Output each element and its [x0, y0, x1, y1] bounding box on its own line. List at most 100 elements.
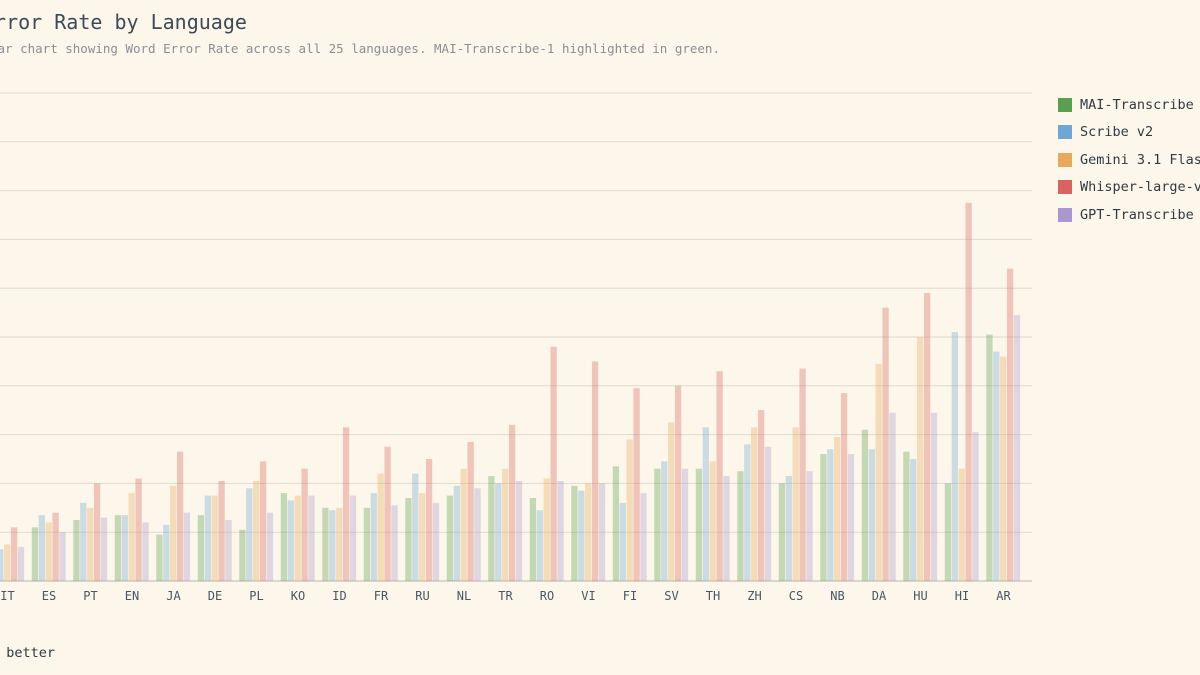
bar-it-whisper-large-v3[interactable] [10, 527, 18, 581]
bar-th-scribe-v2[interactable] [702, 427, 709, 581]
bar-ar-gpt-transcribe[interactable] [1013, 315, 1021, 581]
bar-ru-scribe-v2[interactable] [412, 473, 419, 581]
bar-sv-mai-transcribe[interactable] [654, 468, 661, 581]
bar-pt-mai-transcribe[interactable] [73, 520, 80, 581]
bar-ar-mai-transcribe[interactable] [986, 334, 993, 581]
bar-hi-whisper-large-v3[interactable] [965, 202, 972, 582]
bar-de-mai-transcribe[interactable] [197, 515, 205, 581]
bar-ru-mai-transcribe[interactable] [405, 498, 412, 581]
bar-en-gpt-transcribe[interactable] [142, 522, 149, 581]
bar-it-scribe-v2[interactable] [0, 549, 4, 581]
bar-fr-gpt-transcribe[interactable] [391, 505, 398, 581]
bar-de-gemini-3-1-flash[interactable] [211, 495, 218, 581]
bar-tr-gpt-transcribe[interactable] [515, 480, 523, 581]
bar-fi-scribe-v2[interactable] [619, 502, 626, 581]
bar-hi-scribe-v2[interactable] [951, 332, 958, 581]
bar-fr-scribe-v2[interactable] [370, 493, 377, 581]
bar-pl-mai-transcribe[interactable] [239, 529, 246, 581]
bar-fr-gemini-3-1-flash[interactable] [377, 473, 384, 581]
bar-da-scribe-v2[interactable] [868, 449, 875, 581]
bar-ja-scribe-v2[interactable] [163, 524, 170, 581]
bar-cs-scribe-v2[interactable] [785, 476, 792, 581]
bar-fi-gpt-transcribe[interactable] [640, 493, 647, 581]
bar-nb-gemini-3-1-flash[interactable] [834, 437, 841, 581]
bar-nb-scribe-v2[interactable] [827, 449, 834, 581]
bar-ar-whisper-large-v3[interactable] [1006, 268, 1014, 581]
bar-da-whisper-large-v3[interactable] [882, 307, 889, 581]
bar-fr-mai-transcribe[interactable] [363, 507, 371, 581]
bar-vi-mai-transcribe[interactable] [571, 485, 578, 581]
bar-pt-gemini-3-1-flash[interactable] [87, 507, 94, 581]
bar-da-gemini-3-1-flash[interactable] [875, 363, 882, 581]
bar-tr-gemini-3-1-flash[interactable] [502, 468, 509, 581]
bar-cs-gpt-transcribe[interactable] [806, 471, 813, 581]
bar-ru-gpt-transcribe[interactable] [432, 502, 440, 581]
bar-hu-gemini-3-1-flash[interactable] [917, 337, 924, 581]
bar-fi-whisper-large-v3[interactable] [633, 388, 640, 581]
bar-es-gemini-3-1-flash[interactable] [45, 522, 52, 581]
bar-ar-scribe-v2[interactable] [993, 351, 1000, 581]
bar-en-whisper-large-v3[interactable] [135, 478, 142, 581]
bar-th-mai-transcribe[interactable] [695, 468, 703, 581]
bar-it-gemini-3-1-flash[interactable] [4, 544, 11, 581]
bar-vi-whisper-large-v3[interactable] [591, 361, 599, 581]
bar-vi-gpt-transcribe[interactable] [598, 483, 606, 581]
bar-ro-mai-transcribe[interactable] [529, 498, 537, 581]
bar-tr-scribe-v2[interactable] [495, 483, 502, 581]
bar-nb-gpt-transcribe[interactable] [847, 454, 855, 581]
bar-zh-whisper-large-v3[interactable] [757, 410, 765, 581]
bar-da-mai-transcribe[interactable] [861, 429, 869, 581]
bar-ja-whisper-large-v3[interactable] [176, 451, 184, 581]
bar-pt-scribe-v2[interactable] [80, 502, 87, 581]
bar-nl-gpt-transcribe[interactable] [474, 488, 481, 581]
legend-item[interactable]: Scribe v2 [1058, 119, 1200, 147]
legend-item[interactable]: Gemini 3.1 Flash [1058, 146, 1200, 174]
bar-hi-gpt-transcribe[interactable] [972, 432, 979, 581]
bar-id-whisper-large-v3[interactable] [342, 427, 350, 581]
bar-tr-mai-transcribe[interactable] [488, 476, 495, 581]
bar-nl-gemini-3-1-flash[interactable] [460, 468, 467, 581]
bar-vi-scribe-v2[interactable] [578, 490, 585, 581]
bar-ko-mai-transcribe[interactable] [280, 493, 288, 581]
bar-hu-gpt-transcribe[interactable] [930, 412, 938, 581]
bar-ja-gpt-transcribe[interactable] [183, 512, 191, 581]
bar-id-gemini-3-1-flash[interactable] [336, 507, 343, 581]
bar-ja-gemini-3-1-flash[interactable] [170, 485, 177, 581]
bar-da-gpt-transcribe[interactable] [889, 412, 896, 581]
bar-de-gpt-transcribe[interactable] [225, 520, 232, 581]
bar-hu-whisper-large-v3[interactable] [923, 293, 931, 581]
bar-id-mai-transcribe[interactable] [322, 507, 329, 581]
bar-ro-scribe-v2[interactable] [536, 510, 543, 581]
bar-vi-gemini-3-1-flash[interactable] [585, 483, 592, 581]
bar-it-gpt-transcribe[interactable] [17, 546, 25, 581]
bar-de-whisper-large-v3[interactable] [218, 480, 225, 581]
bar-cs-whisper-large-v3[interactable] [799, 368, 806, 581]
bar-ro-whisper-large-v3[interactable] [550, 346, 557, 581]
bar-nl-scribe-v2[interactable] [453, 485, 460, 581]
bar-pl-whisper-large-v3[interactable] [259, 461, 267, 581]
bar-en-scribe-v2[interactable] [121, 515, 128, 581]
bar-ko-gemini-3-1-flash[interactable] [294, 495, 301, 581]
bar-ru-whisper-large-v3[interactable] [425, 459, 433, 581]
bar-pt-whisper-large-v3[interactable] [93, 483, 101, 581]
bar-nl-mai-transcribe[interactable] [446, 495, 454, 581]
bar-nl-whisper-large-v3[interactable] [467, 441, 474, 581]
bar-es-gpt-transcribe[interactable] [59, 532, 66, 581]
bar-ko-whisper-large-v3[interactable] [301, 468, 308, 581]
bar-es-scribe-v2[interactable] [38, 515, 45, 581]
bar-sv-gemini-3-1-flash[interactable] [668, 422, 675, 581]
bar-en-gemini-3-1-flash[interactable] [128, 493, 135, 581]
bar-id-gpt-transcribe[interactable] [349, 495, 357, 581]
bar-cs-gemini-3-1-flash[interactable] [792, 427, 799, 581]
bar-nb-whisper-large-v3[interactable] [840, 393, 848, 581]
bar-hu-scribe-v2[interactable] [910, 459, 917, 581]
bar-ro-gemini-3-1-flash[interactable] [543, 478, 550, 581]
bar-es-mai-transcribe[interactable] [31, 527, 39, 581]
bar-en-mai-transcribe[interactable] [114, 515, 122, 581]
bar-zh-scribe-v2[interactable] [744, 444, 751, 581]
bar-fi-gemini-3-1-flash[interactable] [626, 439, 633, 581]
bar-fi-mai-transcribe[interactable] [612, 466, 620, 581]
bar-ko-scribe-v2[interactable] [287, 500, 294, 581]
bar-tr-whisper-large-v3[interactable] [508, 424, 516, 581]
bar-ru-gemini-3-1-flash[interactable] [419, 493, 426, 581]
